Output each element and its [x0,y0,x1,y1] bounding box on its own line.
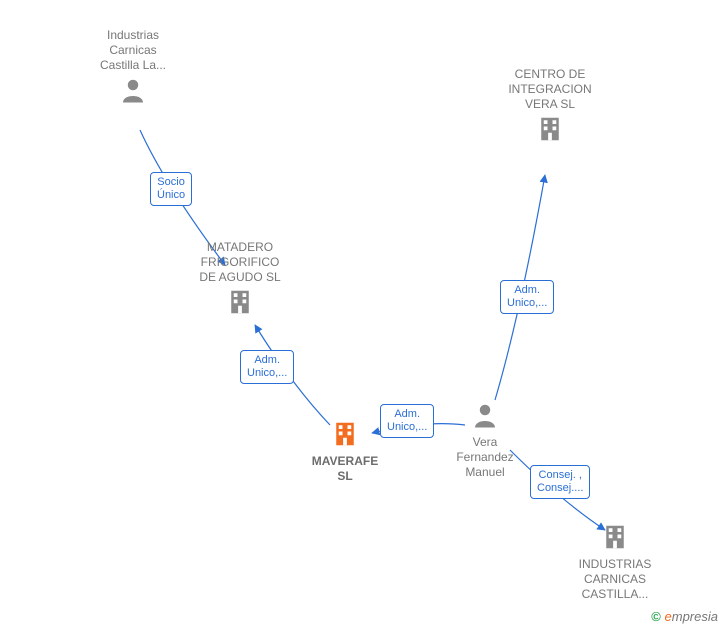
node-label: INDUSTRIAS CARNICAS CASTILLA... [555,557,675,602]
node-n2[interactable]: MATADERO FRIGORIFICO DE AGUDO SL [180,240,300,322]
edge-label-2: Adm. Unico,... [380,404,434,438]
person-icon [425,400,545,435]
node-label: MAVERAFE SL [285,454,405,484]
node-label: CENTRO DE INTEGRACION VERA SL [490,67,610,112]
watermark: © empresia [651,609,718,624]
node-label: MATADERO FRIGORIFICO DE AGUDO SL [180,240,300,285]
copyright-symbol: © [651,609,661,624]
node-n5[interactable]: CENTRO DE INTEGRACION VERA SL [490,67,610,149]
node-n4[interactable]: Vera Fernandez Manuel [425,398,545,480]
node-label: Industrias Carnicas Castilla La... [73,28,193,73]
node-label: Vera Fernandez Manuel [425,435,545,480]
node-n1[interactable]: Industrias Carnicas Castilla La... [73,28,193,110]
building-icon [555,522,675,557]
person-icon [73,75,193,110]
edge-label-3: Adm. Unico,... [500,280,554,314]
node-n6[interactable]: INDUSTRIAS CARNICAS CASTILLA... [555,520,675,602]
brand-first-letter: e [665,609,672,624]
edge-label-0: Socio Único [150,172,192,206]
edge-label-4: Consej. , Consej.... [530,465,590,499]
building-icon [180,287,300,322]
building-icon [490,114,610,149]
brand-rest: mpresia [672,609,718,624]
edge-label-1: Adm. Unico,... [240,350,294,384]
